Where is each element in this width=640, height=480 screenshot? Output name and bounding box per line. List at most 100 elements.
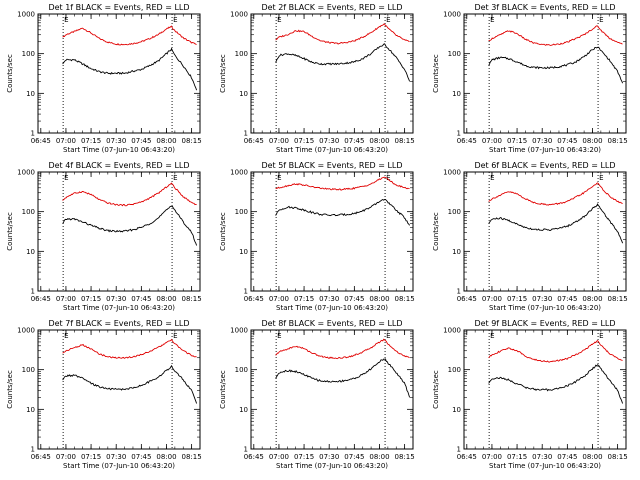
x-tick-label: 07:45 xyxy=(131,137,151,145)
x-tick-label: 07:00 xyxy=(482,137,502,145)
detector-panel: Det 1f BLACK = Events, RED = LLD 1 10 100 10… xyxy=(6,3,202,154)
plot-frame xyxy=(250,13,414,134)
panel-title: Det 3f BLACK = Events, RED = LLD xyxy=(474,3,615,12)
lld-series-line xyxy=(62,182,197,207)
panel-title: Det 1f BLACK = Events, RED = LLD xyxy=(48,3,189,12)
y-axis-label: Counts/sec xyxy=(219,54,227,93)
panel-title: Det 8f BLACK = Events, RED = LLD xyxy=(261,319,402,328)
y-tick-label: 10 xyxy=(452,90,461,98)
time-marker-label: E xyxy=(599,174,603,182)
x-tick-label: 07:00 xyxy=(482,453,502,461)
time-marker-label: E xyxy=(599,16,603,24)
x-axis-label: Start Time (07-Jun-10 06:43:20) xyxy=(276,146,388,154)
x-tick-label: 07:15 xyxy=(507,295,527,303)
x-tick-label: 07:00 xyxy=(56,295,76,303)
y-tick-label: 1 xyxy=(31,130,35,138)
time-marker-label: E xyxy=(386,16,390,24)
y-tick-label: 100 xyxy=(448,208,461,216)
x-tick-label: 07:15 xyxy=(81,295,101,303)
plot-frame xyxy=(37,329,201,450)
plot-frame xyxy=(250,171,414,292)
y-tick-label: 1 xyxy=(244,130,248,138)
x-tick-label: 06:45 xyxy=(31,137,51,145)
x-tick-label: 07:00 xyxy=(56,137,76,145)
x-tick-label: 07:45 xyxy=(344,453,364,461)
y-tick-label: 1000 xyxy=(230,327,248,335)
plot-frame xyxy=(37,13,201,134)
plot-frame xyxy=(37,171,201,292)
x-tick-label: 08:15 xyxy=(608,453,628,461)
y-tick-label: 100 xyxy=(235,50,248,58)
events-series-line xyxy=(62,205,198,246)
time-marker-label: E xyxy=(277,174,281,182)
x-tick-label: 07:30 xyxy=(532,295,552,303)
lld-series-line xyxy=(488,182,623,206)
y-axis-label: Counts/sec xyxy=(432,212,440,251)
x-tick-label: 07:45 xyxy=(557,137,577,145)
y-tick-label: 100 xyxy=(22,366,35,374)
x-tick-label: 08:15 xyxy=(182,453,202,461)
y-axis-label: Counts/sec xyxy=(219,212,227,251)
y-tick-label: 1000 xyxy=(230,11,248,19)
x-tick-label: 08:00 xyxy=(156,295,176,303)
x-tick-label: 07:00 xyxy=(482,295,502,303)
x-axis-label: Start Time (07-Jun-10 06:43:20) xyxy=(276,304,388,312)
y-tick-label: 1 xyxy=(457,130,461,138)
y-tick-label: 10 xyxy=(239,248,248,256)
y-tick-label: 1000 xyxy=(443,327,461,335)
x-tick-label: 07:45 xyxy=(131,295,151,303)
time-marker-label: E xyxy=(173,332,177,340)
detector-panel: Det 5f BLACK = Events, RED = LLD 1 10 100 10… xyxy=(219,161,415,312)
x-tick-label: 07:45 xyxy=(344,137,364,145)
time-marker-label: E xyxy=(173,174,177,182)
y-tick-label: 1 xyxy=(244,446,248,454)
y-tick-label: 100 xyxy=(235,208,248,216)
x-tick-label: 08:00 xyxy=(369,453,389,461)
x-tick-label: 07:45 xyxy=(557,295,577,303)
lld-series-line xyxy=(275,23,410,45)
x-tick-label: 08:15 xyxy=(182,137,202,145)
time-marker-label: E xyxy=(490,332,494,340)
x-tick-label: 06:45 xyxy=(31,295,51,303)
y-tick-label: 100 xyxy=(22,208,35,216)
time-marker-label: E xyxy=(64,174,68,182)
x-tick-label: 07:00 xyxy=(56,453,76,461)
detector-panel: Det 3f BLACK = Events, RED = LLD 1 10 100 10… xyxy=(432,3,628,154)
y-tick-label: 10 xyxy=(452,406,461,414)
panel-title: Det 9f BLACK = Events, RED = LLD xyxy=(474,319,615,328)
events-series-line xyxy=(275,198,410,226)
x-tick-label: 07:30 xyxy=(319,453,339,461)
x-tick-label: 07:45 xyxy=(131,453,151,461)
x-tick-label: 06:45 xyxy=(244,453,264,461)
x-tick-label: 06:45 xyxy=(31,453,51,461)
x-tick-label: 06:45 xyxy=(457,295,477,303)
plot-frame xyxy=(463,13,627,134)
x-tick-label: 07:30 xyxy=(319,295,339,303)
lld-series-line xyxy=(275,176,410,191)
y-tick-label: 10 xyxy=(239,90,248,98)
y-tick-label: 10 xyxy=(239,406,248,414)
x-tick-label: 07:15 xyxy=(294,137,314,145)
y-tick-label: 1000 xyxy=(443,169,461,177)
detector-panel: Det 4f BLACK = Events, RED = LLD 1 10 100 10… xyxy=(6,161,202,312)
x-axis-label: Start Time (07-Jun-10 06:43:20) xyxy=(63,304,175,312)
y-axis-label: Counts/sec xyxy=(432,54,440,93)
x-tick-label: 07:00 xyxy=(269,295,289,303)
lld-series-line xyxy=(488,25,623,46)
y-tick-label: 10 xyxy=(26,406,35,414)
x-tick-label: 06:45 xyxy=(457,453,477,461)
detector-panel: Det 2f BLACK = Events, RED = LLD 1 10 100 10… xyxy=(219,3,415,154)
y-tick-label: 1 xyxy=(31,288,35,296)
y-tick-label: 1000 xyxy=(230,169,248,177)
x-tick-label: 07:15 xyxy=(81,453,101,461)
panel-title: Det 6f BLACK = Events, RED = LLD xyxy=(474,161,615,170)
y-axis-label: Counts/sec xyxy=(6,212,14,251)
x-tick-label: 08:00 xyxy=(156,453,176,461)
lld-series-line xyxy=(62,338,197,359)
events-series-line xyxy=(488,46,624,84)
time-marker-label: E xyxy=(490,16,494,24)
x-axis-label: Start Time (07-Jun-10 06:43:20) xyxy=(489,146,601,154)
x-tick-label: 06:45 xyxy=(457,137,477,145)
events-series-line xyxy=(62,47,198,91)
